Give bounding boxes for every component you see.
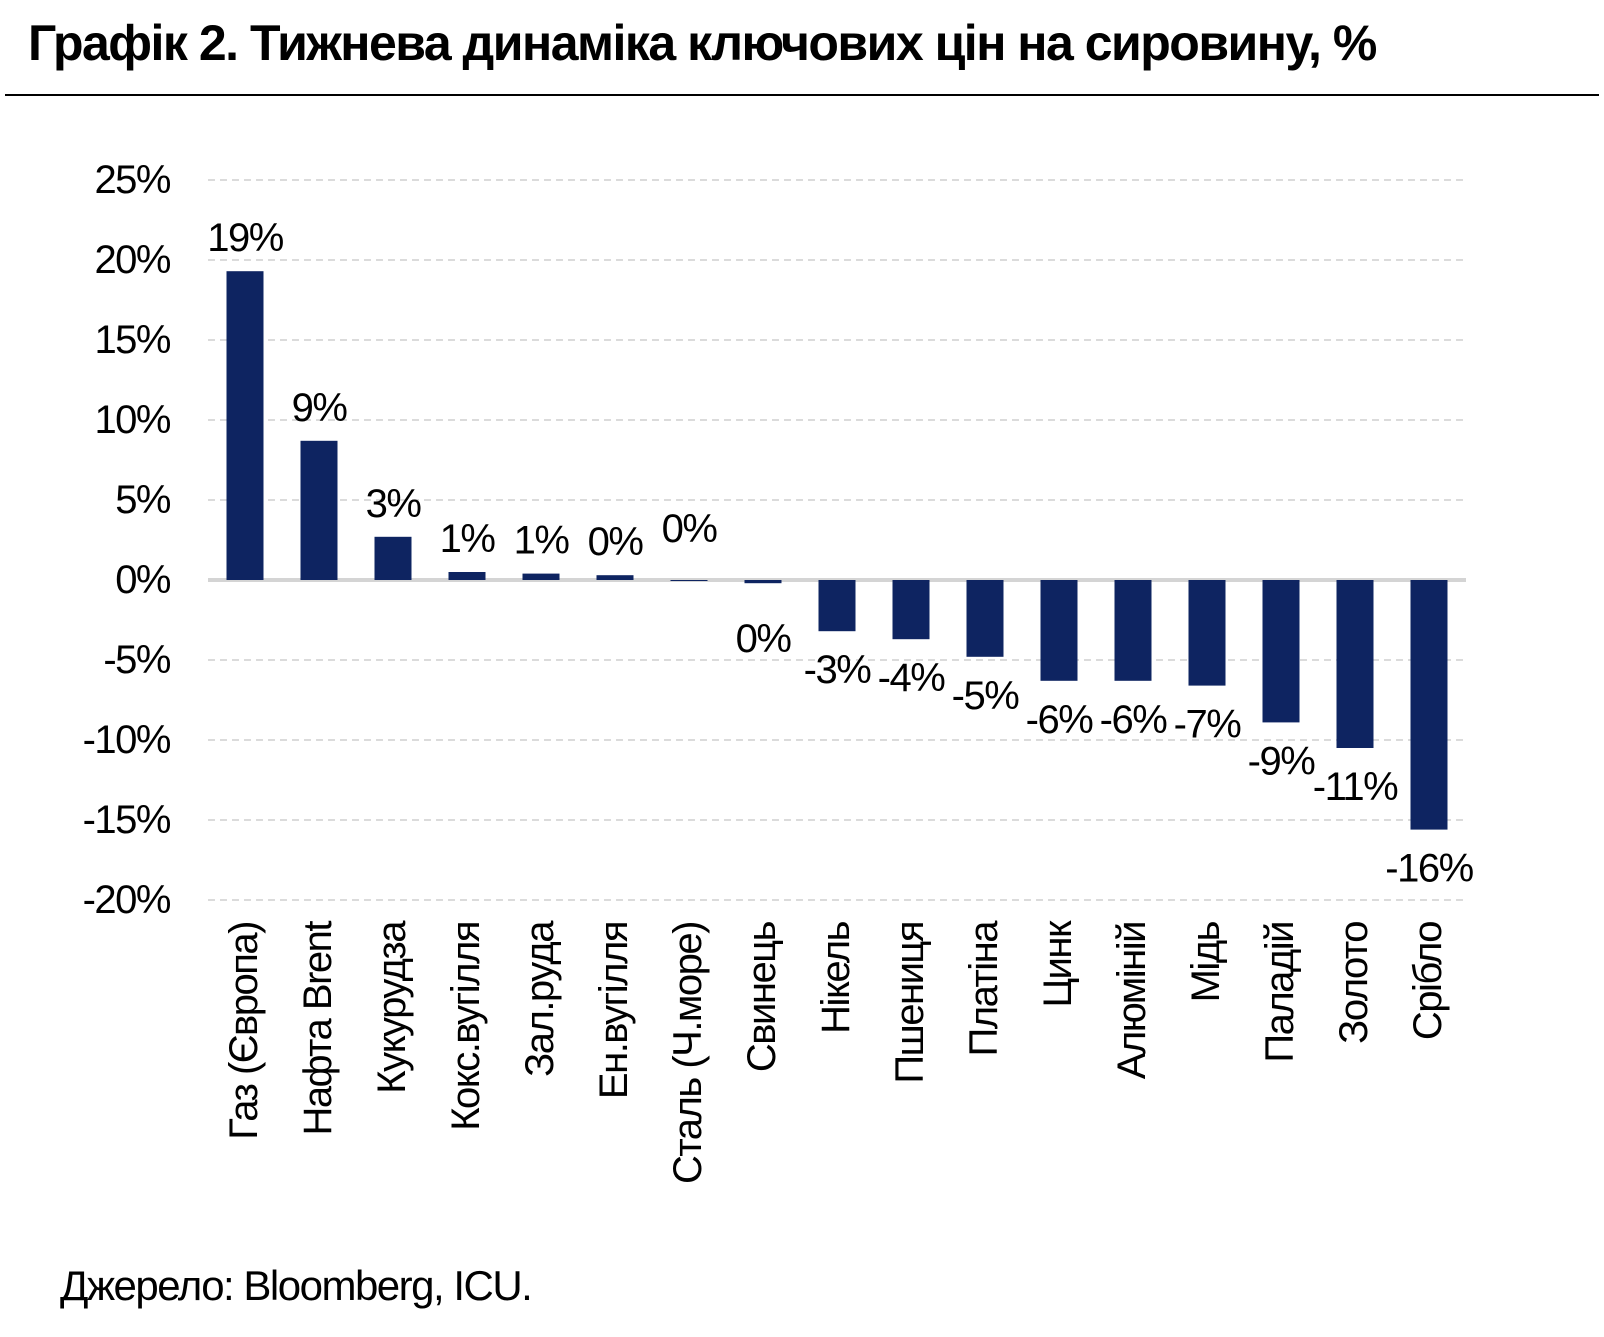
- bar-2: [300, 440, 338, 580]
- data-label: 0%: [588, 520, 644, 564]
- data-label: 3%: [366, 482, 422, 526]
- data-label: -9%: [1248, 739, 1316, 783]
- title-divider: [5, 94, 1599, 96]
- category-label: Нікель: [814, 921, 858, 1033]
- category-label: Срібло: [1406, 922, 1450, 1040]
- y-axis-ticks: 25% 20% 15% 10% 5% 0% -5% -10% -15% -20%: [83, 158, 173, 922]
- bar-7: [670, 580, 708, 581]
- category-label: Пшениця: [888, 922, 932, 1084]
- data-label: 0%: [662, 507, 718, 551]
- data-label: 9%: [292, 386, 348, 430]
- bar-3: [374, 536, 412, 580]
- data-label: 0%: [736, 617, 792, 661]
- data-label: 1%: [440, 517, 496, 561]
- data-label: -6%: [1100, 698, 1168, 742]
- bar-8: [744, 580, 782, 584]
- category-label: Алюміній: [1110, 922, 1154, 1079]
- category-label: Мідь: [1184, 921, 1228, 1002]
- bar-6: [596, 575, 634, 580]
- data-label: -7%: [1174, 703, 1242, 747]
- category-label: Ен.вугілля: [592, 922, 636, 1099]
- source-note: Джерело: Bloomberg, ICU.: [60, 1262, 533, 1309]
- bar-10: [892, 580, 930, 640]
- bars: [226, 271, 1448, 830]
- y-tick-label: 10%: [94, 398, 170, 442]
- category-label: Кокс.вугілля: [444, 922, 488, 1131]
- y-tick-label: 0%: [115, 558, 171, 602]
- category-label: Цинк: [1036, 920, 1080, 1008]
- data-label: 19%: [207, 216, 283, 260]
- category-label: Платіна: [962, 920, 1006, 1057]
- bar-17: [1410, 580, 1448, 830]
- bar-12: [1040, 580, 1078, 681]
- category-label: Паладій: [1258, 922, 1302, 1063]
- bar-4: [448, 572, 486, 580]
- x-axis-categories: Газ (Європа) Нафта Brent Кукурудза Кокс.вуг…: [222, 920, 1450, 1184]
- data-label: -4%: [878, 656, 946, 700]
- data-label: -5%: [952, 674, 1020, 718]
- y-tick-label: -15%: [83, 798, 171, 842]
- y-tick-label: 15%: [94, 318, 170, 362]
- data-label: -3%: [804, 648, 872, 692]
- data-label: -11%: [1313, 765, 1398, 809]
- bar-14: [1188, 580, 1226, 686]
- y-tick-label: 5%: [115, 478, 171, 522]
- bar-5: [522, 573, 560, 580]
- bar-1: [226, 271, 264, 580]
- category-label: Сталь (Ч.море): [666, 922, 710, 1184]
- bar-13: [1114, 580, 1152, 681]
- category-label: Зал.руда: [518, 920, 562, 1077]
- bar-16: [1336, 580, 1374, 748]
- data-label: -16%: [1385, 847, 1473, 891]
- category-label: Нафта Brent: [296, 921, 340, 1136]
- y-tick-label: -10%: [83, 718, 171, 762]
- chart-title: Графік 2. Тижнева динаміка ключових цін …: [28, 15, 1377, 71]
- category-label: Свинець: [740, 921, 784, 1072]
- bar-11: [966, 580, 1004, 657]
- y-tick-label: 20%: [94, 238, 170, 282]
- data-label: 1%: [514, 519, 570, 563]
- y-tick-label: 25%: [94, 158, 170, 202]
- data-labels: 19%9%3%1% 1% 0% 0%0%-3% -4% -5%-6% -6% -7%-9%-1…: [207, 216, 1475, 891]
- y-tick-label: -5%: [103, 638, 171, 682]
- category-label: Газ (Європа): [222, 922, 266, 1140]
- category-label: Кукурудза: [370, 920, 414, 1094]
- category-label: Золото: [1332, 922, 1376, 1044]
- bar-15: [1262, 580, 1300, 723]
- y-tick-label: -20%: [83, 878, 171, 922]
- data-label: -6%: [1026, 698, 1094, 742]
- bar-9: [818, 580, 856, 632]
